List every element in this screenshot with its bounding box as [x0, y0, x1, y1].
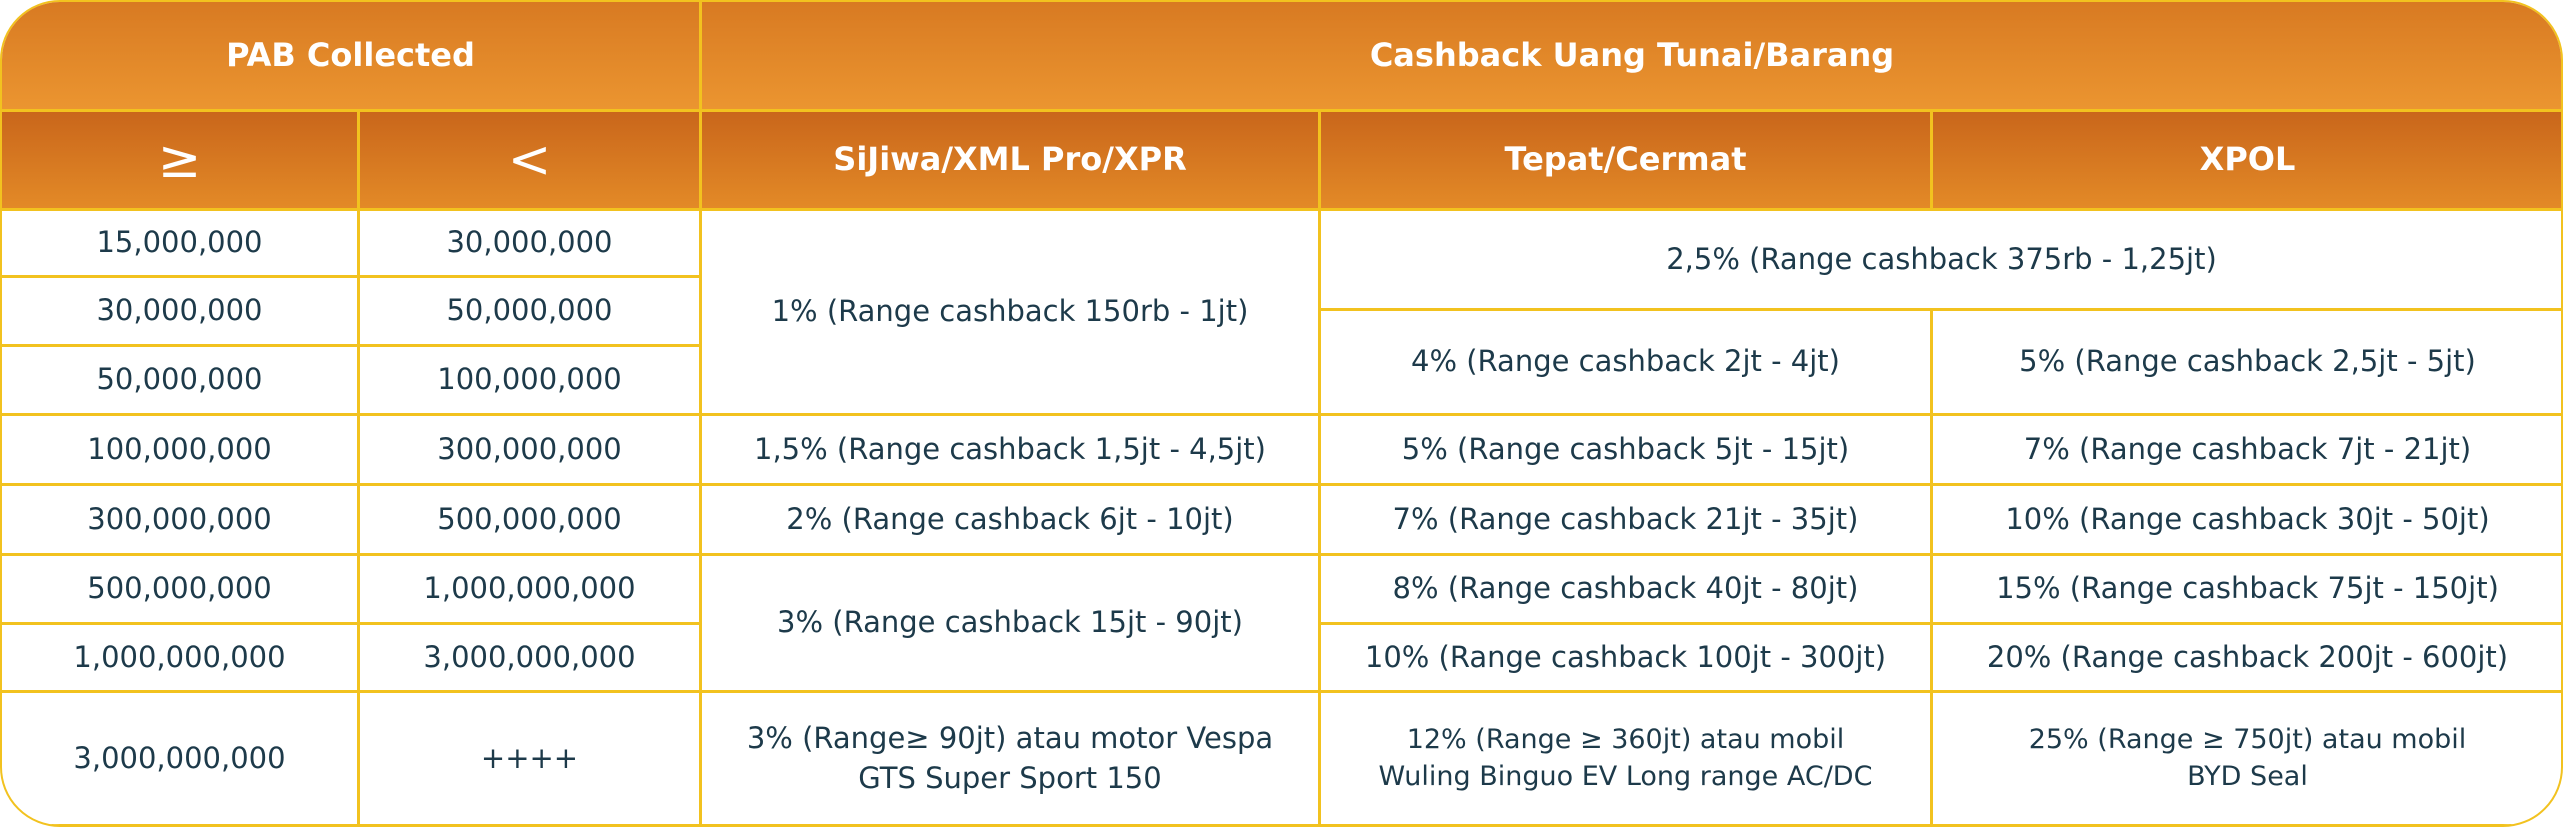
cashback-cell: 12% (Range ≥ 360jt) atau mobil Wuling Bin… [1321, 693, 1933, 825]
cell-text: 5% (Range cashback 5jt - 15jt) [1401, 431, 1850, 466]
header-text: Tepat/Cermat [1504, 140, 1747, 179]
cell-text: ++++ [480, 740, 579, 775]
cashback-cell: 2,5% (Range cashback 375rb - 1,25jt) [1321, 211, 2561, 311]
cell-text: 100,000,000 [87, 431, 272, 466]
column-header: XPOL [1933, 112, 2561, 211]
header-group: PAB Collected [2, 2, 702, 112]
cell-text: 300,000,000 [87, 501, 272, 536]
cell-text: 25% (Range ≥ 750jt) atau mobil [2028, 724, 2467, 756]
cashback-cell: 7% (Range cashback 7jt - 21jt) [1933, 416, 2561, 486]
pab-cell: 1,000,000,000 [360, 556, 702, 625]
cell-text: 5% (Range cashback 2,5jt - 5jt) [2019, 344, 2476, 379]
pab-cell: 500,000,000 [360, 486, 702, 556]
cell-text: 1% (Range cashback 150rb - 1jt) [771, 294, 1249, 329]
pab-cell: 50,000,000 [360, 278, 702, 347]
column-header: SiJiwa/XML Pro/XPR [702, 112, 1321, 211]
cell-text: 7% (Range cashback 21jt - 35jt) [1392, 501, 1859, 536]
pab-cell: 100,000,000 [2, 416, 360, 486]
header-text: ≥ [157, 129, 202, 190]
pab-cell: 15,000,000 [2, 211, 360, 278]
cashback-cell: 5% (Range cashback 5jt - 15jt) [1321, 416, 1933, 486]
cashback-cell: 10% (Range cashback 100jt - 300jt) [1321, 625, 1933, 693]
header-text: SiJiwa/XML Pro/XPR [833, 140, 1187, 179]
cell-text: 1,000,000,000 [73, 639, 286, 674]
cashback-cell: 25% (Range ≥ 750jt) atau mobil BYD Seal [1933, 693, 2561, 825]
cell-text: 7% (Range cashback 7jt - 21jt) [2023, 431, 2472, 466]
column-header: < [360, 112, 702, 211]
cell-text: 1,000,000,000 [423, 571, 636, 606]
cell-text: Wuling Binguo EV Long range AC/DC [1378, 760, 1873, 792]
pab-cell: 3,000,000,000 [2, 693, 360, 825]
cell-text: GTS Super Sport 150 [858, 760, 1162, 795]
cell-text: 8% (Range cashback 40jt - 80jt) [1392, 571, 1859, 606]
cell-text: 3% (Range≥ 90jt) atau motor Vespa [746, 721, 1274, 756]
pab-cell: 300,000,000 [360, 416, 702, 486]
pab-cell: 3,000,000,000 [360, 625, 702, 693]
cashback-cell: 2% (Range cashback 6jt - 10jt) [702, 486, 1321, 556]
cell-text: 50,000,000 [446, 293, 613, 328]
cell-text: 2,5% (Range cashback 375rb - 1,25jt) [1666, 241, 2217, 276]
cell-text: 50,000,000 [96, 362, 263, 397]
cell-text: 3% (Range cashback 15jt - 90jt) [777, 605, 1243, 640]
pab-cell: 1,000,000,000 [2, 625, 360, 693]
cashback-cell: 8% (Range cashback 40jt - 80jt) [1321, 556, 1933, 625]
cell-text: 2% (Range cashback 6jt - 10jt) [786, 501, 1234, 536]
cell-text: 300,000,000 [437, 431, 622, 466]
pab-cell: 30,000,000 [360, 211, 702, 278]
column-header: ≥ [2, 112, 360, 211]
cell-text: 500,000,000 [437, 501, 622, 536]
cashback-cell: 5% (Range cashback 2,5jt - 5jt) [1933, 311, 2561, 416]
header-text: Cashback Uang Tunai/Barang [1369, 35, 1895, 74]
header-text: XPOL [2199, 140, 2296, 179]
pab-cell: 50,000,000 [2, 347, 360, 416]
column-header: Tepat/Cermat [1321, 112, 1933, 211]
header-group: Cashback Uang Tunai/Barang [702, 2, 2561, 112]
cashback-cell: 1% (Range cashback 150rb - 1jt) [702, 211, 1321, 416]
cell-text: 30,000,000 [446, 225, 613, 260]
header-text: PAB Collected [226, 35, 475, 74]
cell-text: 15,000,000 [96, 225, 263, 260]
cell-text: 100,000,000 [437, 362, 622, 397]
pab-cell: 300,000,000 [2, 486, 360, 556]
cashback-cell: 4% (Range cashback 2jt - 4jt) [1321, 311, 1933, 416]
cell-text: 4% (Range cashback 2jt - 4jt) [1411, 344, 1840, 379]
cell-text: 500,000,000 [87, 571, 272, 606]
cell-text: 10% (Range cashback 100jt - 300jt) [1364, 639, 1887, 674]
cashback-cell: 7% (Range cashback 21jt - 35jt) [1321, 486, 1933, 556]
cell-text: 3,000,000,000 [73, 740, 286, 775]
cashback-cell: 3% (Range cashback 15jt - 90jt) [702, 556, 1321, 693]
cashback-cell: 15% (Range cashback 75jt - 150jt) [1933, 556, 2561, 625]
cashback-cell: 3% (Range≥ 90jt) atau motor Vespa GTS Sup… [702, 693, 1321, 825]
pab-cell: 100,000,000 [360, 347, 702, 416]
cashback-cell: 10% (Range cashback 30jt - 50jt) [1933, 486, 2561, 556]
cell-text: BYD Seal [2187, 760, 2308, 792]
cashback-cell: 1,5% (Range cashback 1,5jt - 4,5jt) [702, 416, 1321, 486]
cell-text: 15% (Range cashback 75jt - 150jt) [1996, 571, 2499, 606]
cell-text: 1,5% (Range cashback 1,5jt - 4,5jt) [754, 431, 1266, 466]
cell-text: 12% (Range ≥ 360jt) atau mobil [1406, 724, 1845, 756]
pab-cell: ++++ [360, 693, 702, 825]
header-text: < [507, 129, 552, 190]
pab-cell: 500,000,000 [2, 556, 360, 625]
cell-text: 10% (Range cashback 30jt - 50jt) [2005, 501, 2490, 536]
cashback-cell: 20% (Range cashback 200jt - 600jt) [1933, 625, 2561, 693]
pab-cell: 30,000,000 [2, 278, 360, 347]
cell-text: 30,000,000 [96, 293, 263, 328]
cell-text: 3,000,000,000 [423, 639, 636, 674]
cell-text: 20% (Range cashback 200jt - 600jt) [1986, 639, 2509, 674]
